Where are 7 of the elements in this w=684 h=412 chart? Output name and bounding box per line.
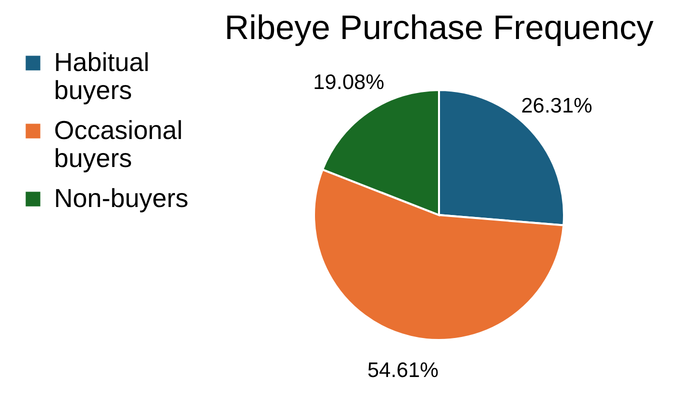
- legend-label: Non-buyers: [54, 183, 188, 213]
- data-label: 54.61%: [367, 358, 439, 382]
- legend-label: Habitual buyers: [54, 47, 150, 105]
- chart-title: Ribeye Purchase Frequency: [224, 9, 654, 47]
- data-label: 26.31%: [521, 94, 592, 118]
- data-label: 19.08%: [313, 70, 384, 94]
- legend-label: Occasional buyers: [54, 115, 183, 173]
